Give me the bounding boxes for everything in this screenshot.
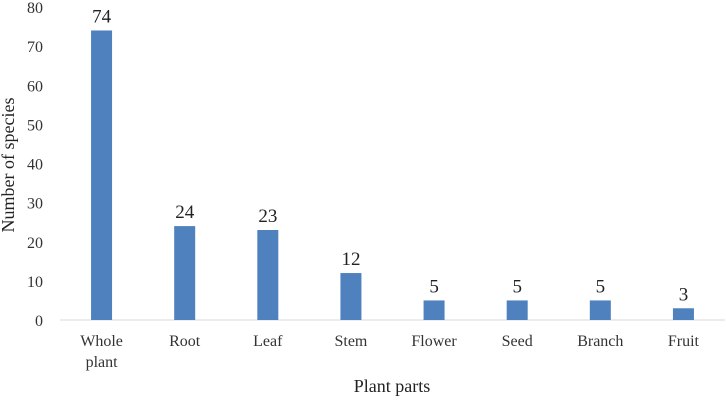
x-tick-label: Root: [169, 333, 201, 350]
bar: [506, 300, 528, 320]
y-tick-label: 0: [35, 313, 43, 330]
data-label: 5: [596, 276, 606, 297]
y-tick-label: 30: [27, 196, 43, 213]
y-tick-label: 80: [27, 0, 43, 17]
y-axis-title: Number of species: [0, 98, 18, 233]
data-label: 74: [92, 6, 112, 27]
data-label: 5: [429, 276, 439, 297]
x-tick-label: Fruit: [668, 333, 700, 350]
bar: [589, 300, 611, 320]
y-tick-label: 60: [27, 78, 43, 95]
x-tick-label: Stem: [334, 333, 367, 350]
x-tick-label: Leaf: [253, 333, 283, 350]
bar: [174, 226, 196, 320]
y-tick-label: 50: [27, 117, 43, 134]
bar: [340, 273, 362, 320]
y-tick-label: 40: [27, 157, 43, 174]
bar: [91, 30, 113, 320]
y-tick-label: 10: [27, 274, 43, 291]
y-tick-label: 70: [27, 39, 43, 56]
x-tick-label: plant: [86, 354, 119, 371]
x-tick-label: Flower: [411, 333, 457, 350]
x-tick-label: Whole: [80, 333, 123, 350]
x-axis-title: Plant parts: [354, 376, 431, 396]
data-label: 3: [679, 284, 689, 305]
x-tick-label: Seed: [502, 333, 533, 350]
data-label: 24: [175, 202, 195, 223]
bar: [423, 300, 445, 320]
data-label: 12: [341, 249, 360, 270]
x-tick-label: Branch: [577, 333, 623, 350]
data-label: 23: [258, 206, 277, 227]
bar: [672, 308, 694, 320]
data-label: 5: [512, 276, 522, 297]
bar: [257, 230, 279, 320]
plot-area: 0 10 20 30 40 50 60 70 80 74 Whole plant 24 Root 23 Lea…: [27, 0, 725, 371]
y-tick-label: 20: [27, 235, 43, 252]
